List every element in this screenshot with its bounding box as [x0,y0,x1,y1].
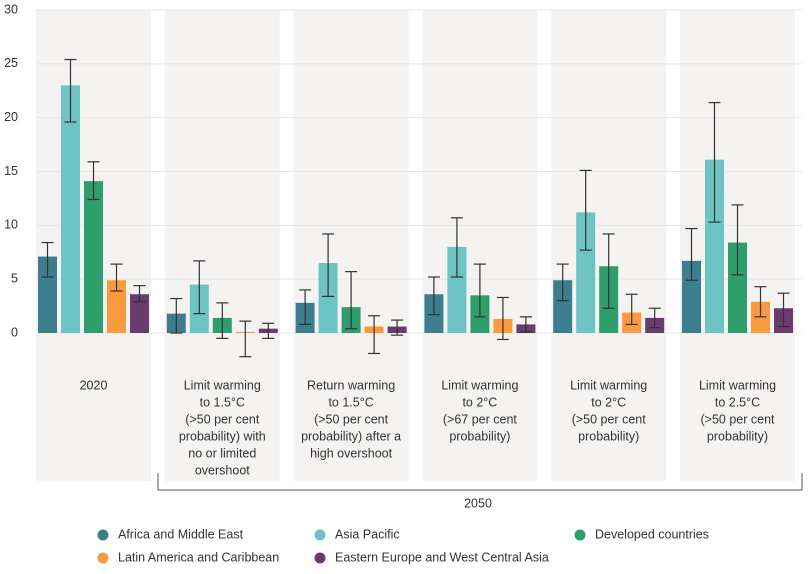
group-panel [164,10,280,481]
x-tick-label: to 2°C [591,395,626,409]
y-tick-label: 20 [4,110,18,124]
bar [38,256,57,333]
group-panel [293,10,409,481]
bar [318,263,338,333]
y-tick-label: 10 [4,218,18,232]
legend-label: Eastern Europe and West Central Asia [335,550,549,564]
x-tick-label: probability) [449,429,510,443]
x-tick-label: Limit warming [699,378,776,392]
x-tick-label: Limit warming [441,378,518,392]
x-tick-label: probability) [707,429,768,443]
y-tick-label: 5 [11,271,18,285]
x-tick-label: Limit warming [570,378,647,392]
bar [576,212,596,333]
x-tick-label: 2020 [80,378,108,392]
x-tick-label: to 1.5°C [200,395,245,409]
x-tick-label: to 2°C [462,395,497,409]
group-bracket [157,473,803,491]
x-tick-label: (>50 per cent [314,412,389,426]
legend-marker [97,552,109,564]
bar [130,294,149,333]
y-tick-label: 0 [11,325,18,339]
x-tick-label: to 1.5°C [328,395,373,409]
x-tick-label: probability) [578,429,639,443]
x-tick-label: high overshoot [310,446,393,460]
bar [61,85,80,333]
x-tick-label: (>50 per cent [185,412,260,426]
legend-label: Developed countries [595,527,709,541]
legend-marker [314,529,326,541]
group-label: 2050 [464,496,492,510]
y-tick-label: 15 [4,164,18,178]
x-tick-label: (>67 per cent [443,412,518,426]
legend-label: Africa and Middle East [118,527,244,541]
bar [553,280,573,333]
x-tick-label: Limit warming [184,378,261,392]
legend-marker [574,529,586,541]
bar [682,260,701,333]
legend-marker [97,529,109,541]
y-tick-label: 30 [4,2,18,16]
bar [447,246,467,333]
bar [84,181,103,333]
x-tick-label: to 2.5°C [715,395,760,409]
legend-label: Asia Pacific [335,527,400,541]
x-tick-label: probability) after a [301,429,401,443]
legend-label: Latin America and Caribbean [118,550,279,564]
x-tick-label: Return warming [307,378,395,392]
group-panel [422,10,538,481]
y-tick-label: 25 [4,56,18,70]
bar [728,242,747,333]
x-tick-label: no or limited [188,446,256,460]
bar [107,280,126,333]
x-tick-label: probability) with [179,429,266,443]
x-tick-label: (>50 per cent [700,412,775,426]
legend-marker [314,552,326,564]
x-tick-label: (>50 per cent [572,412,647,426]
bar [705,159,724,333]
x-tick-label: overshoot [195,463,250,477]
